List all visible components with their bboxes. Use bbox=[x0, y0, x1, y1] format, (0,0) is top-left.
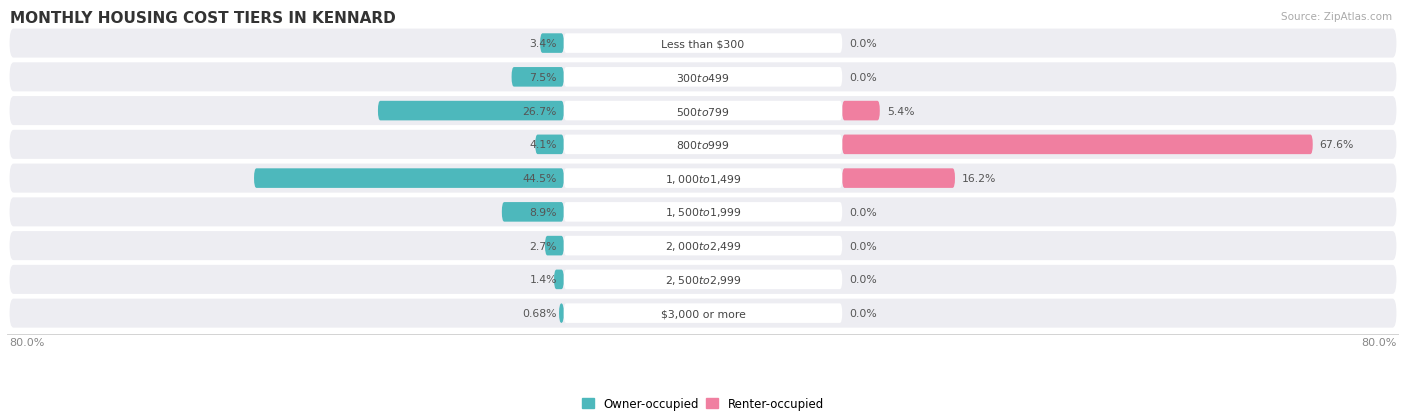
FancyBboxPatch shape bbox=[564, 169, 842, 188]
Text: 67.6%: 67.6% bbox=[1320, 140, 1354, 150]
Text: 5.4%: 5.4% bbox=[887, 106, 914, 116]
Text: $1,000 to $1,499: $1,000 to $1,499 bbox=[665, 172, 741, 185]
Text: 4.1%: 4.1% bbox=[529, 140, 557, 150]
FancyBboxPatch shape bbox=[10, 265, 1396, 294]
FancyBboxPatch shape bbox=[554, 270, 564, 290]
Text: $500 to $799: $500 to $799 bbox=[676, 105, 730, 117]
FancyBboxPatch shape bbox=[564, 236, 842, 256]
Text: 0.0%: 0.0% bbox=[849, 309, 877, 318]
Text: Source: ZipAtlas.com: Source: ZipAtlas.com bbox=[1281, 12, 1392, 22]
FancyBboxPatch shape bbox=[564, 135, 842, 155]
Text: 2.7%: 2.7% bbox=[529, 241, 557, 251]
Text: 3.4%: 3.4% bbox=[529, 39, 557, 49]
FancyBboxPatch shape bbox=[564, 270, 842, 290]
Legend: Owner-occupied, Renter-occupied: Owner-occupied, Renter-occupied bbox=[582, 397, 824, 410]
Text: 16.2%: 16.2% bbox=[962, 174, 997, 184]
Text: $2,000 to $2,499: $2,000 to $2,499 bbox=[665, 240, 741, 252]
FancyBboxPatch shape bbox=[560, 304, 564, 323]
Text: 44.5%: 44.5% bbox=[523, 174, 557, 184]
Text: 0.0%: 0.0% bbox=[849, 39, 877, 49]
Text: $800 to $999: $800 to $999 bbox=[676, 139, 730, 151]
FancyBboxPatch shape bbox=[564, 203, 842, 222]
Text: 0.68%: 0.68% bbox=[522, 309, 557, 318]
Text: 0.0%: 0.0% bbox=[849, 275, 877, 285]
Text: $2,500 to $2,999: $2,500 to $2,999 bbox=[665, 273, 741, 286]
Text: 0.0%: 0.0% bbox=[849, 207, 877, 217]
Text: 80.0%: 80.0% bbox=[10, 337, 45, 348]
FancyBboxPatch shape bbox=[564, 304, 842, 323]
FancyBboxPatch shape bbox=[10, 232, 1396, 261]
Text: 0.0%: 0.0% bbox=[849, 73, 877, 83]
FancyBboxPatch shape bbox=[502, 203, 564, 222]
Text: 7.5%: 7.5% bbox=[529, 73, 557, 83]
Text: $3,000 or more: $3,000 or more bbox=[661, 309, 745, 318]
FancyBboxPatch shape bbox=[842, 102, 880, 121]
Text: Less than $300: Less than $300 bbox=[661, 39, 745, 49]
FancyBboxPatch shape bbox=[10, 198, 1396, 227]
FancyBboxPatch shape bbox=[564, 102, 842, 121]
FancyBboxPatch shape bbox=[10, 131, 1396, 159]
Text: MONTHLY HOUSING COST TIERS IN KENNARD: MONTHLY HOUSING COST TIERS IN KENNARD bbox=[10, 10, 395, 26]
FancyBboxPatch shape bbox=[564, 68, 842, 88]
Text: 80.0%: 80.0% bbox=[1361, 337, 1396, 348]
FancyBboxPatch shape bbox=[564, 34, 842, 54]
FancyBboxPatch shape bbox=[10, 63, 1396, 92]
FancyBboxPatch shape bbox=[512, 68, 564, 88]
FancyBboxPatch shape bbox=[10, 164, 1396, 193]
Text: 8.9%: 8.9% bbox=[529, 207, 557, 217]
Text: 1.4%: 1.4% bbox=[529, 275, 557, 285]
FancyBboxPatch shape bbox=[842, 169, 955, 188]
FancyBboxPatch shape bbox=[10, 299, 1396, 328]
FancyBboxPatch shape bbox=[254, 169, 564, 188]
Text: $300 to $499: $300 to $499 bbox=[676, 72, 730, 83]
Text: 0.0%: 0.0% bbox=[849, 241, 877, 251]
FancyBboxPatch shape bbox=[540, 34, 564, 54]
Text: 26.7%: 26.7% bbox=[523, 106, 557, 116]
Text: $1,500 to $1,999: $1,500 to $1,999 bbox=[665, 206, 741, 219]
FancyBboxPatch shape bbox=[10, 29, 1396, 59]
FancyBboxPatch shape bbox=[842, 135, 1313, 155]
FancyBboxPatch shape bbox=[378, 102, 564, 121]
FancyBboxPatch shape bbox=[536, 135, 564, 155]
FancyBboxPatch shape bbox=[10, 97, 1396, 126]
FancyBboxPatch shape bbox=[546, 236, 564, 256]
